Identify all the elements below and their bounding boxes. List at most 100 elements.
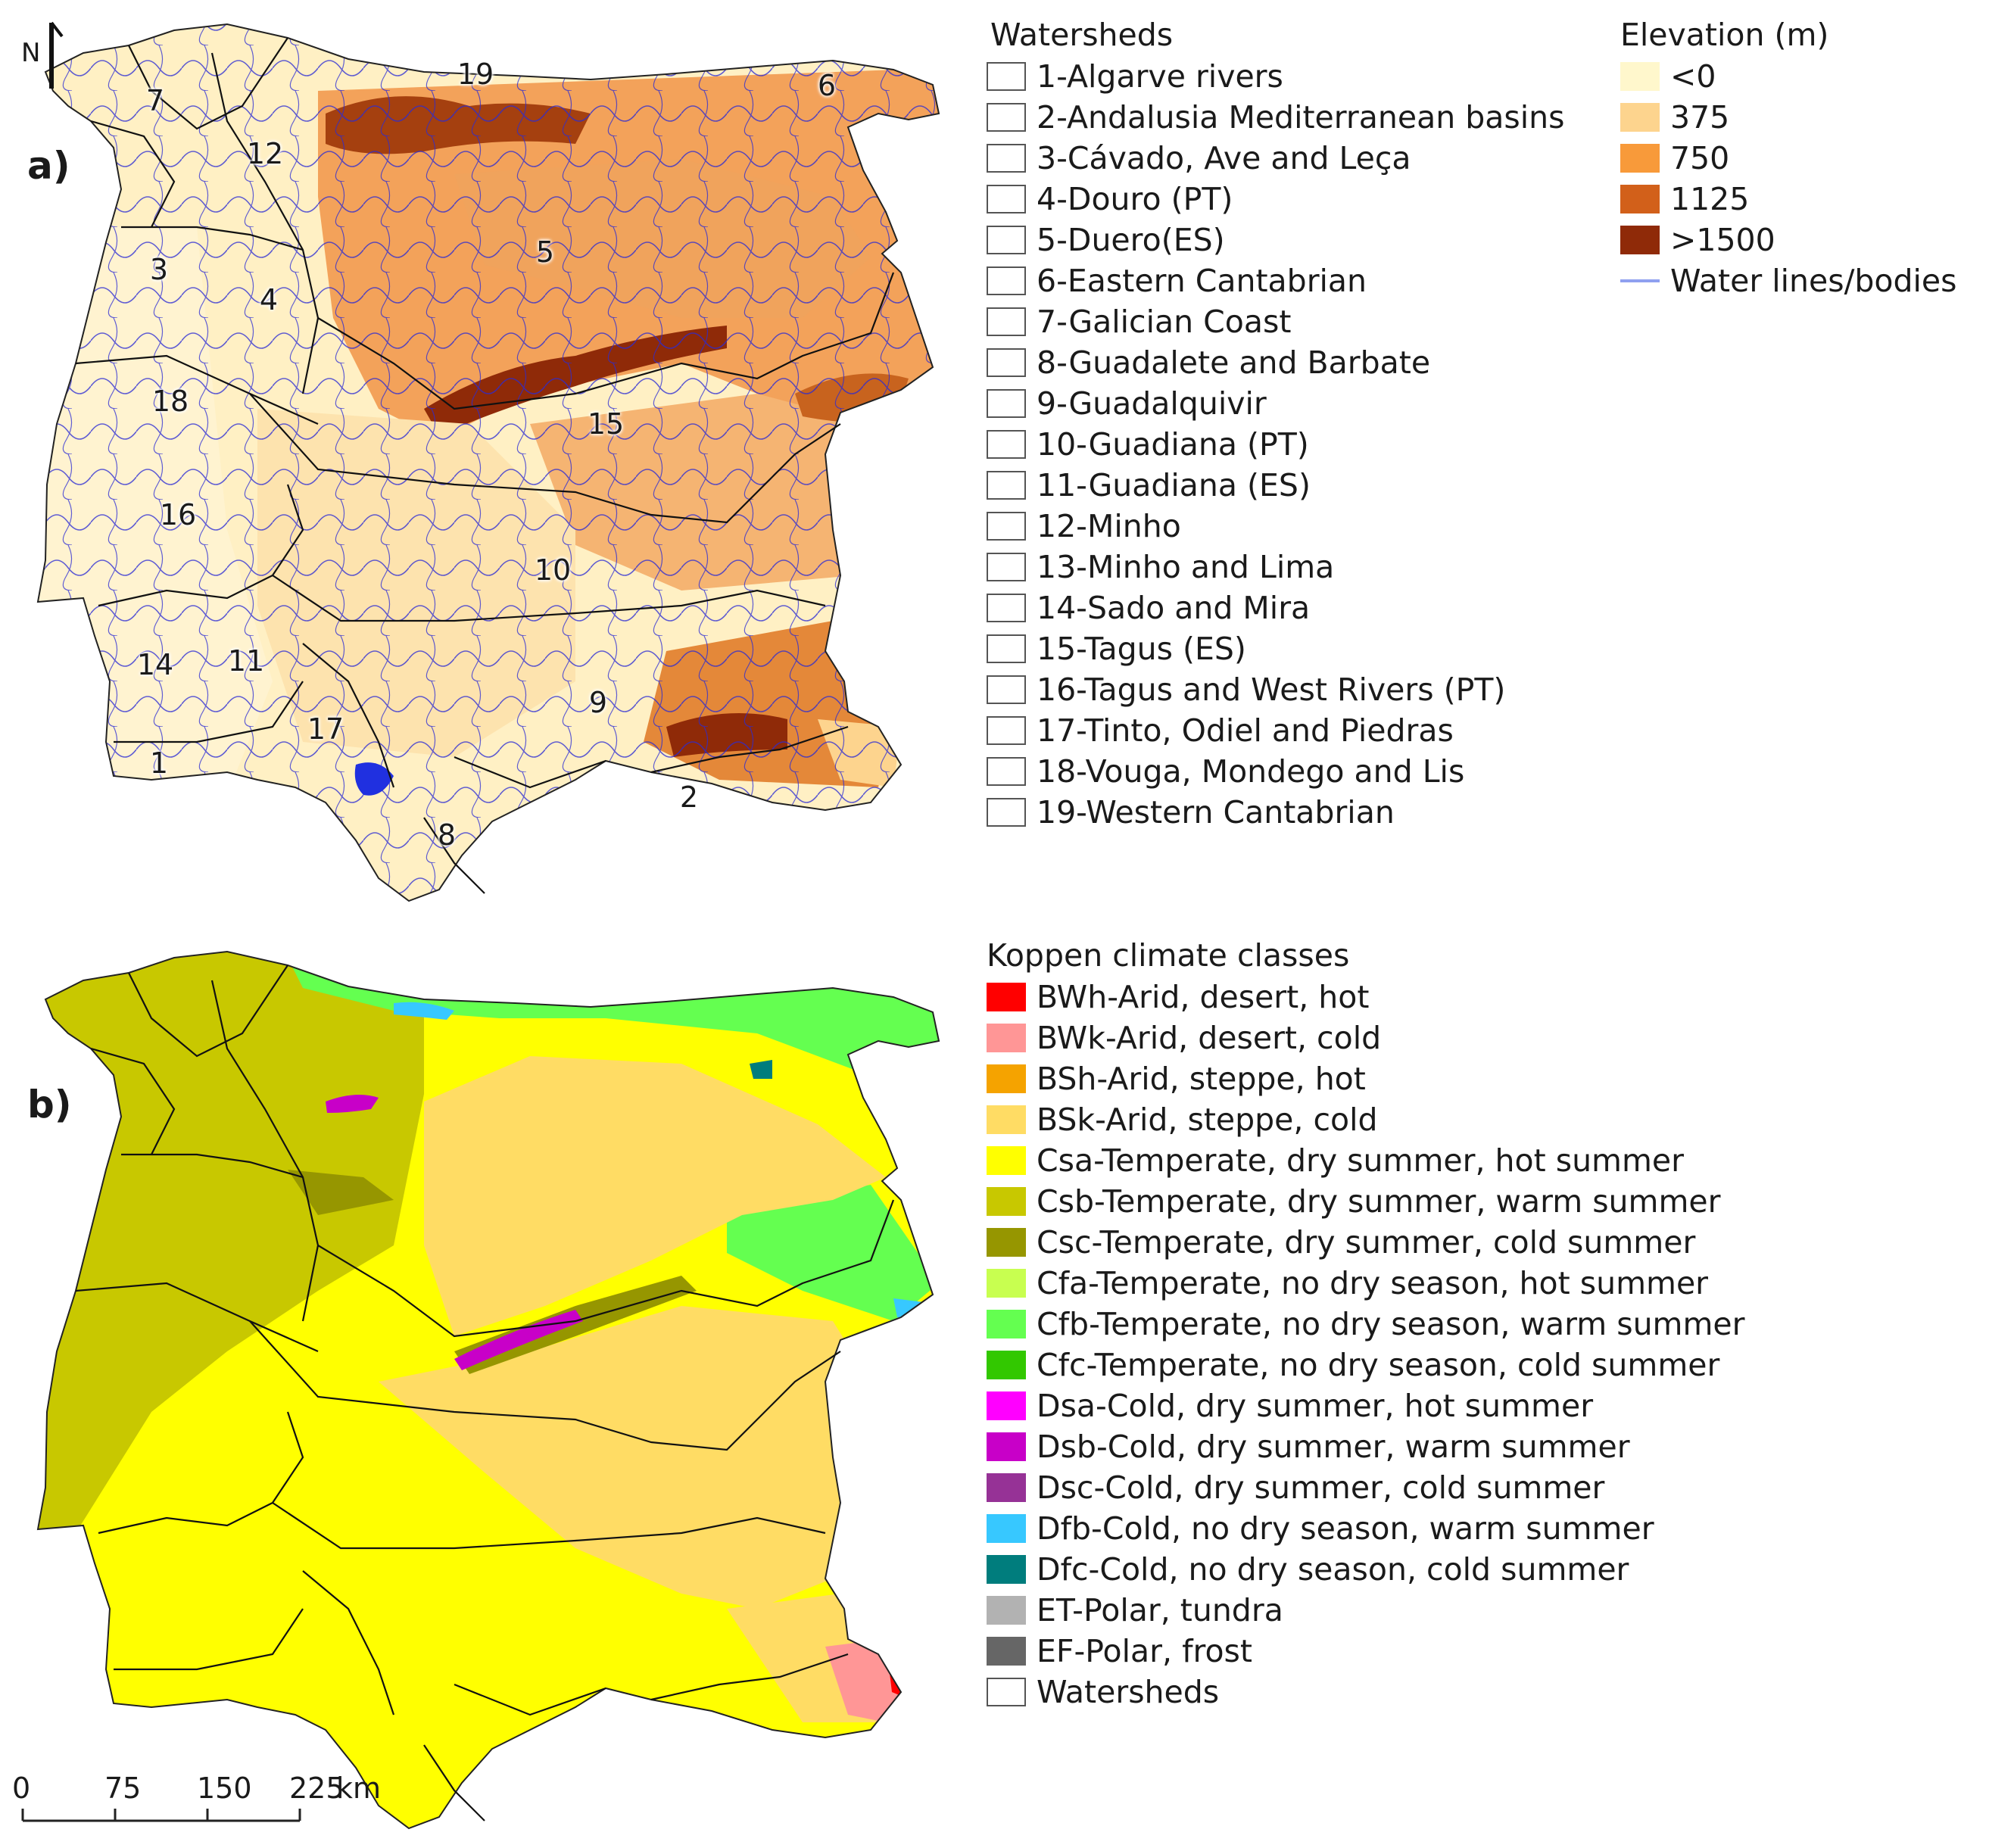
- watershed-swatch: [987, 716, 1026, 745]
- watershed-number-label: 16: [159, 498, 197, 531]
- watershed-legend-label: 10-Guadiana (PT): [1037, 426, 1309, 463]
- watershed-number-label: 11: [227, 644, 265, 678]
- north-arrow-icon: [49, 21, 64, 89]
- watershed-swatch: [987, 634, 1026, 663]
- watershed-legend-item: 4-Douro (PT): [987, 179, 1564, 220]
- watersheds-legend: 1-Algarve rivers 2-Andalusia Mediterranea…: [987, 56, 1564, 833]
- watershed-legend-item: 6-Eastern Cantabrian: [987, 260, 1564, 301]
- watershed-swatch: [987, 389, 1026, 418]
- watershed-legend-label: 12-Minho: [1037, 508, 1181, 544]
- koppen-legend-label: ET-Polar, tundra: [1037, 1592, 1283, 1628]
- watershed-legend-label: 5-Duero(ES): [1037, 222, 1225, 258]
- koppen-legend-item: Csa-Temperate, dry summer, hot summer: [987, 1140, 1745, 1181]
- koppen-legend-label: Dfc-Cold, no dry season, cold summer: [1037, 1551, 1629, 1588]
- elevation-swatch: [1620, 185, 1660, 213]
- koppen-legend-item: BWh-Arid, desert, hot: [987, 977, 1745, 1017]
- elevation-swatch: [1620, 103, 1660, 132]
- water-legend-item: Water lines/bodies: [1620, 260, 1957, 301]
- watershed-number-label: 12: [246, 137, 284, 170]
- watershed-number-label: 4: [259, 283, 279, 316]
- watershed-number-label: 6: [817, 69, 837, 102]
- watershed-legend-item: 9-Guadalquivir: [987, 383, 1564, 424]
- koppen-swatch: [987, 1351, 1026, 1379]
- koppen-swatch: [987, 1596, 1026, 1625]
- koppen-swatch: [987, 1514, 1026, 1543]
- watershed-number-label: 9: [588, 686, 608, 719]
- koppen-swatch: [987, 1391, 1026, 1420]
- watershed-swatch: [987, 471, 1026, 500]
- watershed-number-label: 18: [151, 385, 189, 418]
- watershed-legend-item: 18-Vouga, Mondego and Lis: [987, 751, 1564, 792]
- watershed-legend-label: 7-Galician Coast: [1037, 304, 1292, 340]
- elevation-legend-label: 1125: [1670, 181, 1750, 217]
- koppen-legend-item: Cfc-Temperate, no dry season, cold summe…: [987, 1345, 1745, 1385]
- elevation-swatch: [1620, 62, 1660, 91]
- koppen-legend-label: Cfa-Temperate, no dry season, hot summer: [1037, 1265, 1709, 1301]
- watershed-legend-label: 9-Guadalquivir: [1037, 385, 1267, 422]
- koppen-swatch: [987, 1473, 1026, 1502]
- watershed-number-label: 1: [149, 746, 169, 780]
- koppen-swatch: [987, 1432, 1026, 1461]
- elevation-swatch: [1620, 144, 1660, 173]
- watershed-legend-item: 12-Minho: [987, 506, 1564, 547]
- koppen-legend-label: EF-Polar, frost: [1037, 1633, 1252, 1669]
- elevation-legend-item: 1125: [1620, 179, 1775, 220]
- watershed-legend-label: 13-Minho and Lima: [1037, 549, 1335, 585]
- watershed-legend-label: 17-Tinto, Odiel and Piedras: [1037, 712, 1454, 749]
- koppen-watersheds-label: Watersheds: [1037, 1674, 1220, 1710]
- watershed-legend-label: 2-Andalusia Mediterranean basins: [1037, 99, 1565, 136]
- watershed-swatch: [987, 103, 1026, 132]
- watershed-legend-item: 19-Western Cantabrian: [987, 792, 1564, 833]
- watersheds-legend-title: Watersheds: [990, 17, 1174, 53]
- watershed-swatch: [987, 307, 1026, 336]
- watershed-number-label: 10: [534, 553, 572, 587]
- watershed-swatch: [987, 757, 1026, 786]
- koppen-swatch: [987, 1024, 1026, 1052]
- koppen-legend-item: BWk-Arid, desert, cold: [987, 1017, 1745, 1058]
- watershed-legend-label: 19-Western Cantabrian: [1037, 794, 1395, 831]
- watershed-legend-item: 11-Guadiana (ES): [987, 465, 1564, 506]
- koppen-legend-label: BWk-Arid, desert, cold: [1037, 1020, 1382, 1056]
- koppen-swatch: [987, 1228, 1026, 1257]
- koppen-legend-label: Dsc-Cold, dry summer, cold summer: [1037, 1469, 1605, 1506]
- koppen-legend-label: Csa-Temperate, dry summer, hot summer: [1037, 1142, 1685, 1179]
- watershed-legend-label: 18-Vouga, Mondego and Lis: [1037, 753, 1465, 790]
- scale-bar-tick-label: 75: [104, 1772, 142, 1805]
- koppen-legend-label: BSh-Arid, steppe, hot: [1037, 1061, 1366, 1097]
- watershed-swatch: [987, 266, 1026, 295]
- koppen-legend-item: Dsb-Cold, dry summer, warm summer: [987, 1426, 1745, 1467]
- watershed-swatch: [987, 553, 1026, 581]
- koppen-swatch: [987, 1146, 1026, 1175]
- watershed-swatch: [987, 675, 1026, 704]
- watershed-legend-item: 16-Tagus and West Rivers (PT): [987, 669, 1564, 710]
- koppen-swatch: [987, 983, 1026, 1011]
- watershed-legend-item: 3-Cávado, Ave and Leça: [987, 138, 1564, 179]
- elevation-legend-item: <0: [1620, 56, 1775, 97]
- watershed-legend-item: 5-Duero(ES): [987, 220, 1564, 260]
- scale-bar-tick-label: 150: [197, 1772, 252, 1805]
- koppen-legend-item: Dsa-Cold, dry summer, hot summer: [987, 1385, 1745, 1426]
- scale-bar-line: [21, 1809, 301, 1822]
- elevation-legend-title: Elevation (m): [1620, 17, 1829, 53]
- elevation-legend-label: 375: [1670, 99, 1730, 136]
- koppen-legend-item: EF-Polar, frost: [987, 1631, 1745, 1672]
- watershed-swatch: [987, 512, 1026, 541]
- koppen-legend-label: Cfb-Temperate, no dry season, warm summe…: [1037, 1306, 1745, 1342]
- elevation-legend-label: 750: [1670, 140, 1730, 176]
- koppen-legend-item: Dsc-Cold, dry summer, cold summer: [987, 1467, 1745, 1508]
- koppen-swatch: [987, 1187, 1026, 1216]
- elevation-legend-label: >1500: [1670, 222, 1775, 258]
- panel-a-label: a): [27, 144, 70, 188]
- water-line-swatch: [1620, 279, 1660, 282]
- watershed-swatch: [987, 226, 1026, 254]
- koppen-legend-label: Csb-Temperate, dry summer, warm summer: [1037, 1183, 1721, 1220]
- elevation-legend-label: <0: [1670, 58, 1716, 95]
- koppen-map: [37, 951, 940, 1829]
- watershed-legend-label: 11-Guadiana (ES): [1037, 467, 1311, 503]
- koppen-legend-item: BSk-Arid, steppe, cold: [987, 1099, 1745, 1140]
- watershed-number-label: 8: [437, 818, 457, 852]
- koppen-swatch: [987, 1105, 1026, 1134]
- koppen-legend-item: ET-Polar, tundra: [987, 1590, 1745, 1631]
- watershed-legend-label: 16-Tagus and West Rivers (PT): [1037, 672, 1506, 708]
- watershed-legend-label: 1-Algarve rivers: [1037, 58, 1283, 95]
